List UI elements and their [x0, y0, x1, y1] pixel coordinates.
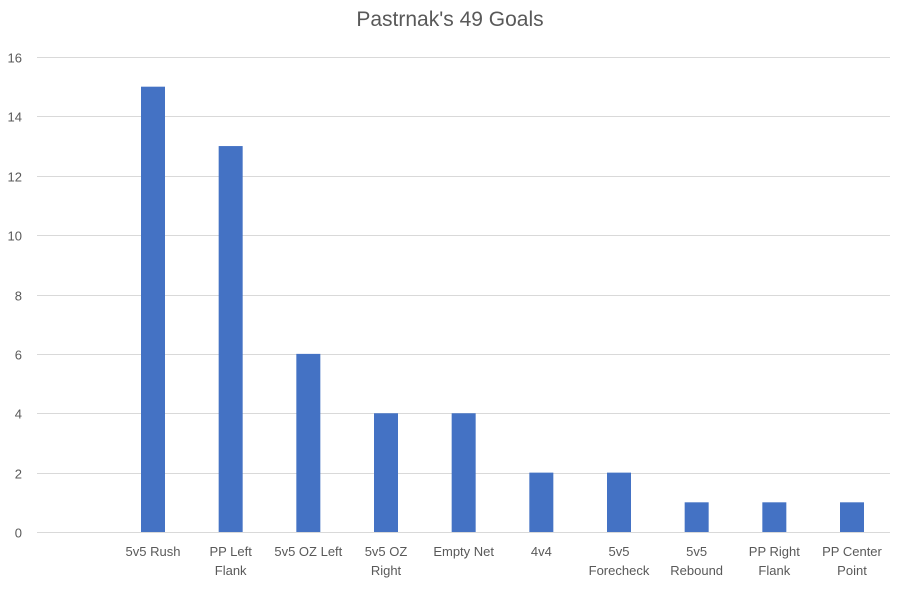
x-tick-label: PP Center Point [822, 544, 882, 578]
bar [762, 502, 787, 532]
bar [607, 472, 631, 532]
x-tick-label: PP Right Flank [749, 544, 800, 578]
bar [684, 502, 709, 532]
bar [296, 353, 321, 532]
y-tick-label: 4 [15, 407, 22, 422]
x-tick-label: 5v5 Rush [126, 544, 181, 559]
x-tick-label: 5v5 Forecheck [589, 544, 650, 578]
y-tick-label: 12 [8, 170, 22, 185]
x-tick-label: 5v5 OZ Left [274, 544, 342, 559]
bar [374, 413, 398, 532]
x-tick-label: 4v4 [531, 544, 552, 559]
y-tick-label: 0 [15, 526, 22, 541]
y-tick-label: 2 [15, 467, 22, 482]
y-tick-label: 16 [8, 51, 22, 66]
bar [840, 502, 864, 532]
chart-title: Pastrnak's 49 Goals [356, 8, 544, 31]
bar [529, 472, 554, 532]
y-tick-label: 8 [15, 289, 22, 304]
y-tick-label: 14 [8, 110, 22, 125]
bars [141, 86, 864, 532]
x-tick-label: Empty Net [433, 544, 494, 559]
bar [141, 86, 165, 532]
gridlines [37, 57, 890, 533]
x-tick-label: 5v5 OZ Right [365, 544, 408, 578]
x-axis: 5v5 Rush PP Left Flank 5v5 OZ Left 5v5 OZ Rig… [126, 544, 883, 578]
y-tick-label: 6 [15, 348, 22, 363]
bar [451, 413, 476, 532]
bar [218, 146, 243, 532]
x-tick-label: PP Left Flank [209, 544, 252, 578]
x-tick-label: 5v5 Rebound [670, 544, 723, 578]
y-tick-label: 10 [8, 229, 22, 244]
y-axis: 0 2 4 6 8 10 12 14 16 [8, 51, 22, 541]
